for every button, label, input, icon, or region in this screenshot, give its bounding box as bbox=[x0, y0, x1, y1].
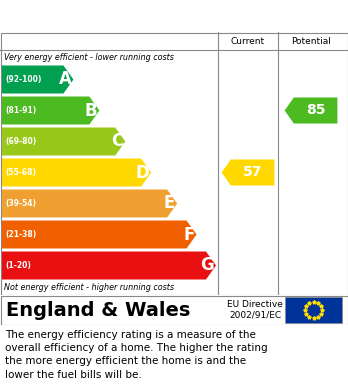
Polygon shape bbox=[2, 221, 197, 249]
Text: F: F bbox=[183, 226, 195, 244]
Text: England & Wales: England & Wales bbox=[6, 301, 190, 319]
Text: (21-38): (21-38) bbox=[5, 230, 36, 239]
Text: (1-20): (1-20) bbox=[5, 261, 31, 270]
Polygon shape bbox=[2, 97, 100, 124]
Text: (81-91): (81-91) bbox=[5, 106, 36, 115]
Text: The energy efficiency rating is a measure of the
overall efficiency of a home. T: The energy efficiency rating is a measur… bbox=[5, 330, 268, 380]
Polygon shape bbox=[2, 127, 125, 156]
Text: 57: 57 bbox=[243, 165, 262, 179]
Text: Potential: Potential bbox=[291, 36, 331, 45]
Polygon shape bbox=[2, 251, 216, 280]
Text: A: A bbox=[58, 70, 71, 88]
Text: (69-80): (69-80) bbox=[5, 137, 36, 146]
Text: 85: 85 bbox=[306, 104, 325, 118]
Text: D: D bbox=[135, 163, 149, 181]
Text: (55-68): (55-68) bbox=[5, 168, 36, 177]
Polygon shape bbox=[285, 97, 338, 124]
Text: EU Directive
2002/91/EC: EU Directive 2002/91/EC bbox=[227, 300, 283, 320]
Text: E: E bbox=[164, 194, 175, 212]
Text: (39-54): (39-54) bbox=[5, 199, 36, 208]
Text: Very energy efficient - lower running costs: Very energy efficient - lower running co… bbox=[4, 52, 174, 61]
Polygon shape bbox=[222, 160, 275, 185]
Polygon shape bbox=[2, 66, 73, 93]
Text: Current: Current bbox=[231, 36, 265, 45]
Text: Energy Efficiency Rating: Energy Efficiency Rating bbox=[7, 9, 228, 23]
Text: (92-100): (92-100) bbox=[5, 75, 41, 84]
Text: B: B bbox=[85, 102, 97, 120]
Text: G: G bbox=[200, 256, 214, 274]
Text: Not energy efficient - higher running costs: Not energy efficient - higher running co… bbox=[4, 283, 174, 292]
Polygon shape bbox=[2, 158, 151, 187]
Polygon shape bbox=[2, 190, 177, 217]
Bar bbox=[285, 297, 342, 323]
Text: C: C bbox=[111, 133, 123, 151]
